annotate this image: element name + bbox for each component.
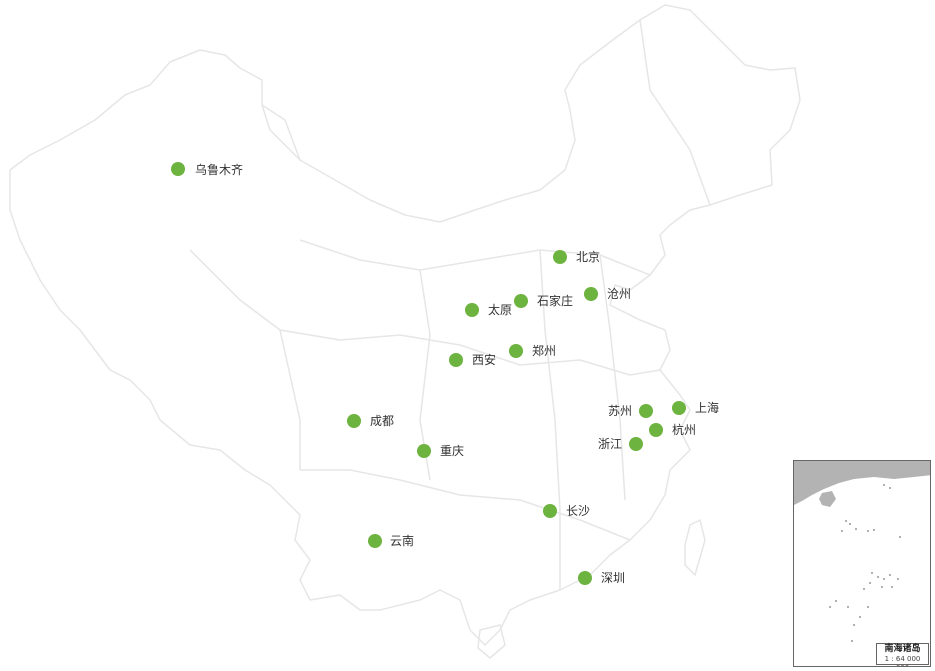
province-line-south (300, 469, 631, 541)
city-marker-urumqi[interactable] (171, 162, 185, 176)
province-line-west (189, 249, 301, 470)
city-label-chongqing: 重庆 (440, 444, 465, 458)
city-label-xian: 西安 (472, 353, 497, 367)
hainan-outline (477, 624, 506, 659)
inset-mainland (794, 461, 930, 505)
city-marker-cangzhou[interactable] (584, 287, 598, 301)
city-marker-changsha[interactable] (543, 504, 557, 518)
city-marker-hangzhou[interactable] (649, 423, 663, 437)
city-marker-taiyuan[interactable] (465, 303, 479, 317)
province-line-vertical-c (599, 254, 626, 501)
city-marker-chongqing[interactable] (417, 444, 431, 458)
city-marker-shenzhen[interactable] (578, 571, 592, 585)
city-label-shijiazhuang: 石家庄 (537, 294, 574, 308)
city-label-suzhou: 苏州 (607, 404, 632, 418)
inset-hainan (819, 491, 836, 507)
city-label-urumqi: 乌鲁木齐 (195, 163, 244, 177)
province-line-vertical-b (539, 249, 561, 590)
city-marker-shijiazhuang[interactable] (514, 294, 528, 308)
city-label-shenzhen: 深圳 (601, 571, 626, 585)
city-marker-suzhou[interactable] (639, 404, 653, 418)
city-label-changsha: 长沙 (566, 504, 591, 518)
city-label-shanghai: 上海 (695, 401, 720, 415)
taiwan-outline (684, 519, 706, 576)
city-marker-zhengzhou[interactable] (509, 344, 523, 358)
city-label-zhengzhou: 郑州 (532, 344, 557, 358)
city-marker-shanghai[interactable] (672, 401, 686, 415)
inset-title: 南海诸岛 (884, 644, 921, 654)
city-label-taiyuan: 太原 (488, 303, 513, 317)
inset-scale: 1 : 64 000 000 (884, 655, 921, 666)
city-marker-xian[interactable] (449, 353, 463, 367)
city-label-chengdu: 成都 (370, 414, 395, 428)
city-label-yunnan: 云南 (390, 534, 415, 548)
city-marker-beijing[interactable] (553, 250, 567, 264)
province-line-north (261, 104, 301, 161)
province-line-ne (639, 19, 711, 206)
city-label-zhejiang: 浙江 (597, 437, 622, 451)
inset-islands (829, 484, 901, 642)
city-marker-zhejiang[interactable] (629, 437, 643, 451)
city-label-beijing: 北京 (576, 250, 601, 264)
province-line-middle (279, 329, 661, 376)
city-label-hangzhou: 杭州 (672, 423, 697, 437)
city-marker-yunnan[interactable] (368, 534, 382, 548)
city-marker-chengdu[interactable] (347, 414, 361, 428)
country-border (9, 4, 801, 646)
city-label-cangzhou: 沧州 (607, 287, 632, 301)
inset-caption: 南海诸岛 1 : 64 000 000 (876, 643, 929, 666)
south-china-sea-inset: 南海诸岛 1 : 64 000 000 (793, 460, 931, 667)
inset-map (794, 461, 930, 642)
